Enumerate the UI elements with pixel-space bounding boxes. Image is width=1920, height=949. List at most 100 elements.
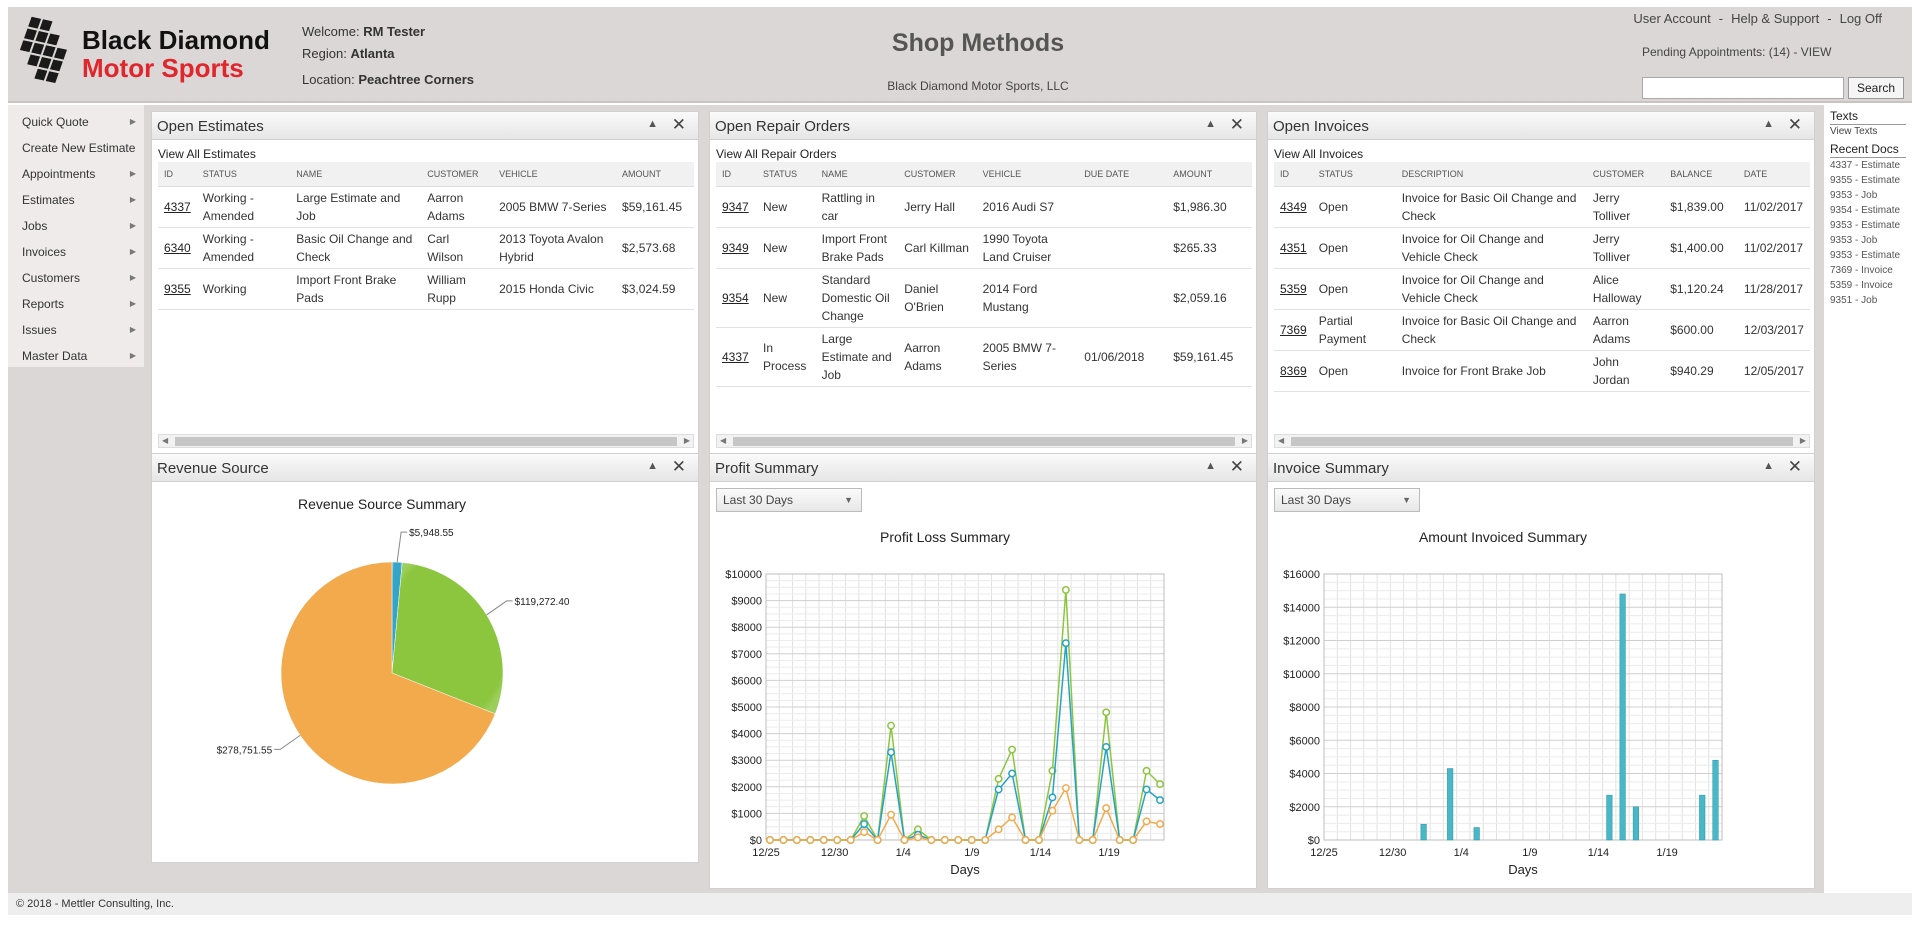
scroll-thumb[interactable] [175, 437, 677, 446]
column-header[interactable]: AMOUNT [616, 162, 694, 187]
collapse-icon[interactable]: ▲ [1205, 118, 1216, 130]
data-point[interactable] [1061, 639, 1070, 648]
data-point[interactable] [994, 774, 1003, 783]
nav-item-customers[interactable]: Customers ▶ [8, 265, 144, 291]
data-point[interactable] [1035, 836, 1043, 844]
nav-item-reports[interactable]: Reports ▶ [8, 291, 144, 317]
data-point[interactable] [846, 836, 855, 844]
scroll-thumb[interactable] [733, 437, 1235, 446]
horizontal-scrollbar[interactable]: ◀ ▶ [158, 434, 694, 448]
column-header[interactable]: STATUS [1312, 162, 1396, 187]
data-point[interactable] [833, 836, 842, 844]
horizontal-scrollbar[interactable]: ◀ ▶ [1274, 434, 1810, 448]
nav-item-estimates[interactable]: Estimates ▶ [8, 187, 144, 213]
close-icon[interactable]: ✕ [671, 115, 686, 134]
column-header[interactable]: AMOUNT [1167, 162, 1252, 187]
table-row[interactable]: 9349 New Import Front Brake Pads Carl Killm… [716, 227, 1252, 269]
recent-doc-link[interactable]: 7369 - Invoice [1830, 265, 1893, 276]
data-point[interactable] [1115, 836, 1124, 844]
data-point[interactable] [1142, 785, 1151, 794]
scroll-left-icon[interactable]: ◀ [720, 436, 727, 445]
bar[interactable] [1712, 759, 1719, 841]
table-row[interactable]: 5359 Open Invoice for Oil Change and Vehic… [1274, 268, 1810, 310]
company-logo[interactable]: Black Diamond Motor Sports [16, 13, 300, 95]
column-header[interactable]: VEHICLE [976, 162, 1079, 187]
recent-doc-link[interactable]: 9353 - Job [1830, 190, 1878, 201]
data-point[interactable] [1129, 836, 1138, 844]
data-point[interactable] [887, 721, 895, 730]
column-header[interactable]: STATUS [196, 162, 291, 187]
record-id-link[interactable]: 9347 [722, 199, 749, 214]
data-point[interactable] [994, 785, 1003, 794]
recent-doc-link[interactable]: 9353 - Estimate [1830, 220, 1901, 231]
data-point[interactable] [819, 836, 828, 844]
data-point[interactable] [913, 833, 922, 842]
profit-range-select[interactable]: Last 30 Days ▼ [716, 488, 862, 512]
scroll-right-icon[interactable]: ▶ [1241, 436, 1248, 445]
close-icon[interactable]: ✕ [1229, 457, 1244, 476]
help-support-link[interactable]: Help & Support [1731, 11, 1820, 26]
log-off-link[interactable]: Log Off [1839, 11, 1882, 26]
nav-item-quick-quote[interactable]: Quick Quote ▶ [8, 109, 144, 135]
record-id-link[interactable]: 8369 [1280, 363, 1307, 378]
data-point[interactable] [1102, 804, 1111, 813]
scroll-right-icon[interactable]: ▶ [1799, 436, 1806, 445]
data-point[interactable] [900, 836, 909, 844]
nav-item-appointments[interactable]: Appointments ▶ [8, 161, 144, 187]
data-point[interactable] [887, 748, 895, 757]
collapse-icon[interactable]: ▲ [647, 118, 658, 130]
collapse-icon[interactable]: ▲ [1763, 460, 1774, 472]
data-point[interactable] [994, 825, 1003, 834]
record-id-link[interactable]: 9349 [722, 240, 749, 255]
table-row[interactable]: 9354 New Standard Domestic Oil Change Danie… [716, 268, 1252, 328]
data-point[interactable] [1021, 836, 1030, 844]
nav-item-invoices[interactable]: Invoices ▶ [8, 239, 144, 265]
record-id-link[interactable]: 4351 [1280, 240, 1307, 255]
data-point[interactable] [927, 836, 936, 844]
recent-doc-link[interactable]: 9355 - Estimate [1830, 175, 1901, 186]
data-point[interactable] [981, 836, 990, 844]
nav-item-issues[interactable]: Issues ▶ [8, 317, 144, 343]
scroll-left-icon[interactable]: ◀ [162, 436, 169, 445]
collapse-icon[interactable]: ▲ [647, 460, 658, 472]
recent-doc-link[interactable]: 9353 - Estimate [1830, 250, 1901, 261]
record-id-link[interactable]: 4349 [1280, 199, 1307, 214]
data-point[interactable] [1008, 745, 1017, 754]
collapse-icon[interactable]: ▲ [1205, 460, 1216, 472]
data-point[interactable] [1048, 793, 1057, 802]
nav-item-master-data[interactable]: Master Data ▶ [8, 343, 144, 369]
column-header[interactable]: ID [158, 162, 197, 187]
close-icon[interactable]: ✕ [1229, 115, 1244, 134]
table-row[interactable]: 4351 Open Invoice for Oil Change and Vehic… [1274, 227, 1810, 269]
view-texts-link[interactable]: View Texts [1830, 126, 1878, 137]
data-point[interactable] [860, 820, 869, 828]
pie-slice[interactable] [280, 561, 496, 785]
data-point[interactable] [1075, 836, 1084, 844]
view-all-invoices-link[interactable]: View All Invoices [1274, 147, 1364, 161]
bar[interactable] [1420, 823, 1427, 841]
data-point[interactable] [940, 836, 949, 844]
column-header[interactable]: DUE DATE [1078, 162, 1168, 187]
data-point[interactable] [1061, 784, 1070, 793]
column-header[interactable]: NAME [290, 162, 422, 187]
data-point[interactable] [1102, 708, 1111, 717]
bar[interactable] [1447, 768, 1454, 841]
record-id-link[interactable]: 9354 [722, 290, 749, 305]
data-point[interactable] [806, 836, 815, 844]
data-point[interactable] [1008, 769, 1017, 778]
column-header[interactable]: BALANCE [1664, 162, 1738, 187]
column-header[interactable]: NAME [815, 162, 899, 187]
recent-doc-link[interactable]: 9351 - Job [1830, 295, 1878, 306]
column-header[interactable]: CUSTOMER [898, 162, 977, 187]
data-point[interactable] [1156, 820, 1164, 828]
record-id-link[interactable]: 4337 [164, 199, 191, 214]
data-point[interactable] [1156, 796, 1164, 805]
record-id-link[interactable]: 9355 [164, 281, 191, 296]
table-row[interactable]: 9355 Working Import Front Brake Pads Willia… [158, 268, 694, 310]
data-point[interactable] [887, 810, 895, 819]
bar[interactable] [1699, 794, 1706, 841]
scroll-right-icon[interactable]: ▶ [683, 436, 690, 445]
data-point[interactable] [1142, 817, 1151, 826]
table-row[interactable]: 4337 In Process Large Estimate and Job Aarr… [716, 327, 1252, 387]
invoice-range-select[interactable]: Last 30 Days ▼ [1274, 488, 1420, 512]
